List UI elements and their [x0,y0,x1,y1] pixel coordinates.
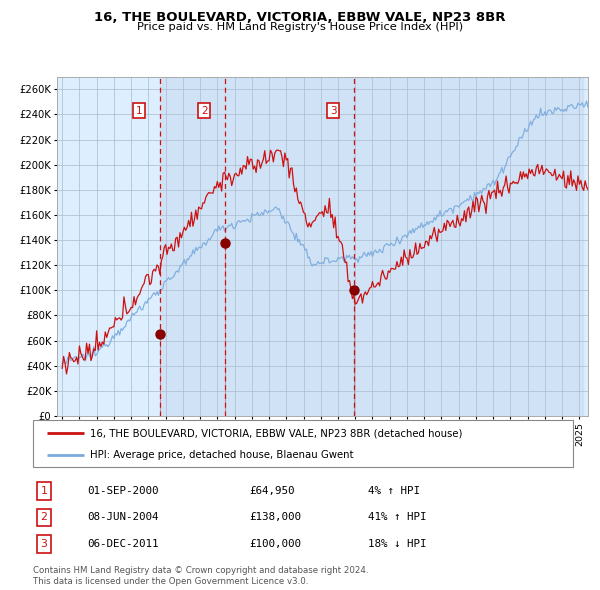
Text: 06-DEC-2011: 06-DEC-2011 [87,539,158,549]
Text: £100,000: £100,000 [249,539,301,549]
Text: £138,000: £138,000 [249,512,301,522]
Text: 1: 1 [40,486,47,496]
Text: 2: 2 [201,106,208,116]
Bar [354,77,583,416]
Text: 01-SEP-2000: 01-SEP-2000 [87,486,158,496]
Text: 18% ↓ HPI: 18% ↓ HPI [368,539,426,549]
Text: 16, THE BOULEVARD, VICTORIA, EBBW VALE, NP23 8BR (detached house): 16, THE BOULEVARD, VICTORIA, EBBW VALE, … [90,428,462,438]
FancyBboxPatch shape [33,420,573,467]
Bar [160,77,225,416]
Text: 41% ↑ HPI: 41% ↑ HPI [368,512,426,522]
Bar [225,77,354,416]
Text: 16, THE BOULEVARD, VICTORIA, EBBW VALE, NP23 8BR: 16, THE BOULEVARD, VICTORIA, EBBW VALE, … [94,11,506,24]
Text: 4% ↑ HPI: 4% ↑ HPI [368,486,420,496]
Text: 08-JUN-2004: 08-JUN-2004 [87,512,158,522]
Text: 3: 3 [330,106,337,116]
Text: 3: 3 [40,539,47,549]
Text: Contains HM Land Registry data © Crown copyright and database right 2024.: Contains HM Land Registry data © Crown c… [33,566,368,575]
Text: 2: 2 [40,512,47,522]
Text: Price paid vs. HM Land Registry's House Price Index (HPI): Price paid vs. HM Land Registry's House … [137,22,463,32]
Text: 1: 1 [136,106,142,116]
Text: £64,950: £64,950 [249,486,295,496]
Text: This data is licensed under the Open Government Licence v3.0.: This data is licensed under the Open Gov… [33,577,308,586]
Text: HPI: Average price, detached house, Blaenau Gwent: HPI: Average price, detached house, Blae… [90,451,353,460]
